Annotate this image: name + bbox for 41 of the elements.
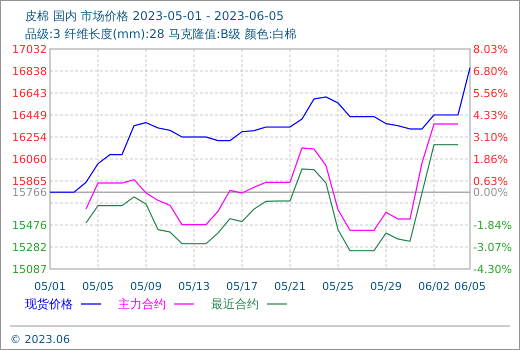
y-tick-label: 15087 [12, 262, 47, 276]
y2-tick-label: -4.30% [473, 262, 512, 276]
y-tick-label: 16838 [12, 64, 47, 78]
chart-subtitle: 品级:3 纤维长度(mm):28 马克隆值:B级 颜色:白棉 [25, 27, 296, 41]
line-series [49, 67, 471, 193]
y-tick-label: 15476 [12, 218, 47, 232]
y2-tick-label: 3.10% [473, 130, 508, 144]
y2-tick-label: 0.00% [473, 186, 508, 200]
x-tick-label: 05/21 [274, 280, 306, 293]
x-tick-label: 05/05 [82, 280, 114, 293]
y-tick-label: 16254 [12, 130, 47, 144]
y-tick-label: 16643 [12, 86, 47, 100]
line-series [85, 123, 459, 231]
y-tick-label: 15766 [12, 186, 47, 200]
legend-label: 主力合约 [118, 297, 166, 311]
x-tick-label: 05/01 [34, 280, 66, 293]
text: © 2023.06 [10, 333, 70, 346]
x-tick-label: 06/05 [454, 280, 486, 293]
y-tick-label: 15282 [12, 240, 47, 254]
line-series [85, 144, 459, 252]
x-tick-label: 05/17 [226, 280, 258, 293]
x-tick-label: 05/25 [322, 280, 354, 293]
x-tick-label: 05/29 [370, 280, 402, 293]
y2-tick-label: 6.80% [473, 64, 508, 78]
y2-tick-label: -1.84% [473, 218, 512, 232]
chart-title: 皮棉 国内 市场价格 2023-05-01 - 2023-06-05 [25, 9, 284, 23]
y-tick-label: 15865 [12, 174, 47, 188]
legend-label: 最近合约 [211, 297, 259, 311]
y-tick-label: 16449 [12, 108, 47, 122]
y2-tick-label: 1.86% [473, 152, 508, 166]
y2-tick-label: -3.07% [473, 240, 512, 254]
y2-tick-label: 8.03% [473, 42, 508, 56]
y2-tick-label: 4.33% [473, 108, 508, 122]
y2-tick-label: 0.63% [473, 174, 508, 188]
legend-label: 现货价格 [25, 297, 73, 311]
y-tick-label: 17032 [12, 42, 47, 56]
y-tick-label: 16060 [12, 152, 47, 166]
x-tick-label: 06/02 [418, 280, 450, 293]
x-tick-label: 05/13 [178, 280, 210, 293]
x-tick-label: 05/09 [130, 280, 162, 293]
y2-tick-label: 5.56% [473, 86, 508, 100]
